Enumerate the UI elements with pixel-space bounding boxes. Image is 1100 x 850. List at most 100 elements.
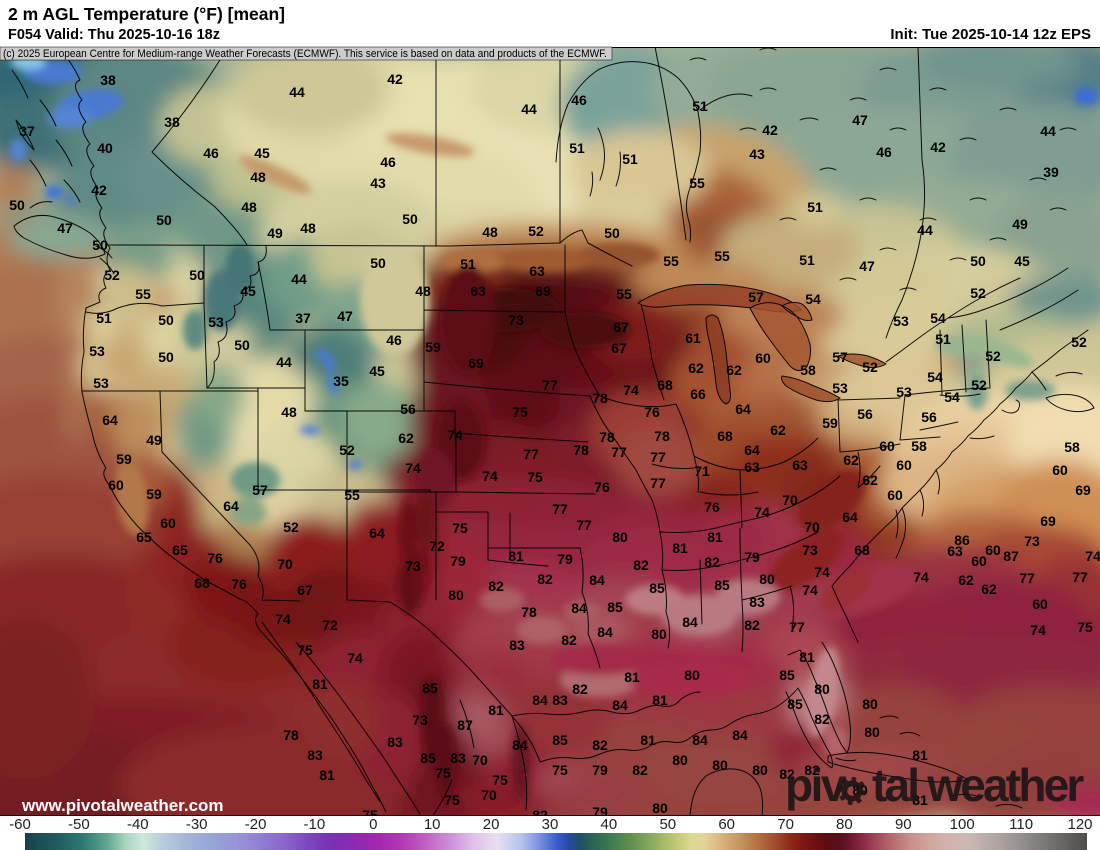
svg-text:44: 44	[521, 101, 537, 117]
svg-text:55: 55	[714, 248, 730, 264]
svg-text:82: 82	[744, 617, 760, 633]
svg-text:60: 60	[160, 515, 176, 531]
svg-text:85: 85	[779, 667, 795, 683]
svg-text:43: 43	[749, 146, 765, 162]
svg-text:59: 59	[116, 451, 132, 467]
svg-text:64: 64	[744, 442, 760, 458]
svg-text:78: 78	[592, 390, 608, 406]
svg-text:85: 85	[714, 577, 730, 593]
svg-text:54: 54	[944, 389, 960, 405]
svg-text:83: 83	[387, 734, 403, 750]
svg-text:74: 74	[814, 564, 830, 580]
svg-text:64: 64	[223, 498, 239, 514]
svg-text:81: 81	[707, 529, 723, 545]
svg-text:37: 37	[295, 310, 311, 326]
svg-text:47: 47	[859, 258, 875, 274]
svg-text:71: 71	[694, 463, 710, 479]
svg-text:74: 74	[405, 460, 421, 476]
svg-text:74: 74	[447, 427, 463, 443]
svg-text:74: 74	[1030, 622, 1046, 638]
svg-text:84: 84	[532, 692, 548, 708]
svg-text:74: 74	[1085, 548, 1100, 564]
svg-text:47: 47	[852, 112, 868, 128]
svg-text:90: 90	[895, 816, 912, 833]
svg-text:52: 52	[970, 285, 986, 301]
svg-text:52: 52	[283, 519, 299, 535]
svg-text:81: 81	[488, 702, 504, 718]
svg-text:53: 53	[208, 314, 224, 330]
svg-text:44: 44	[289, 84, 305, 100]
svg-text:55: 55	[663, 253, 679, 269]
svg-text:51: 51	[807, 199, 823, 215]
svg-text:69: 69	[468, 355, 484, 371]
svg-text:39: 39	[1043, 164, 1059, 180]
svg-text:76: 76	[231, 576, 247, 592]
svg-text:2 m AGL Temperature (°F) [mean: 2 m AGL Temperature (°F) [mean]	[8, 4, 285, 24]
svg-text:84: 84	[682, 614, 698, 630]
svg-text:68: 68	[854, 542, 870, 558]
svg-text:60: 60	[1032, 596, 1048, 612]
svg-text:51: 51	[569, 140, 585, 156]
svg-text:82: 82	[633, 557, 649, 573]
svg-text:49: 49	[1012, 216, 1028, 232]
svg-text:62: 62	[862, 472, 878, 488]
svg-text:69: 69	[1075, 482, 1091, 498]
svg-text:F054 Valid: Thu 2025-10-16 18z: F054 Valid: Thu 2025-10-16 18z	[8, 27, 220, 43]
svg-text:81: 81	[652, 692, 668, 708]
svg-text:81: 81	[312, 676, 328, 692]
svg-text:44: 44	[291, 271, 307, 287]
svg-text:42: 42	[91, 182, 107, 198]
svg-text:84: 84	[589, 572, 605, 588]
svg-text:55: 55	[344, 487, 360, 503]
svg-text:57: 57	[252, 482, 268, 498]
svg-text:52: 52	[971, 377, 987, 393]
svg-text:80: 80	[836, 816, 853, 833]
svg-text:80: 80	[814, 681, 830, 697]
svg-text:53: 53	[89, 343, 105, 359]
svg-text:48: 48	[415, 283, 431, 299]
svg-text:78: 78	[654, 428, 670, 444]
svg-text:64: 64	[369, 525, 385, 541]
svg-text:65: 65	[136, 529, 152, 545]
svg-text:77: 77	[576, 517, 592, 533]
svg-text:-10: -10	[304, 816, 326, 833]
svg-text:-30: -30	[186, 816, 208, 833]
svg-text:45: 45	[369, 363, 385, 379]
svg-text:77: 77	[650, 449, 666, 465]
svg-text:75: 75	[512, 404, 528, 420]
svg-text:82: 82	[779, 766, 795, 782]
svg-text:73: 73	[1024, 533, 1040, 549]
svg-text:75: 75	[1077, 619, 1093, 635]
svg-text:81: 81	[624, 669, 640, 685]
svg-text:50: 50	[659, 816, 676, 833]
svg-text:54: 54	[930, 310, 946, 326]
svg-text:60: 60	[1052, 462, 1068, 478]
svg-text:78: 78	[283, 727, 299, 743]
svg-text:79: 79	[450, 553, 466, 569]
svg-text:85: 85	[787, 696, 803, 712]
svg-text:52: 52	[1071, 334, 1087, 350]
svg-text:50: 50	[156, 212, 172, 228]
svg-text:53: 53	[832, 380, 848, 396]
svg-text:62: 62	[726, 362, 742, 378]
svg-text:52: 52	[985, 348, 1001, 364]
svg-text:77: 77	[650, 475, 666, 491]
svg-text:79: 79	[592, 804, 608, 820]
svg-text:64: 64	[102, 412, 118, 428]
svg-text:52: 52	[862, 359, 878, 375]
svg-text:62: 62	[398, 430, 414, 446]
svg-text:75: 75	[452, 520, 468, 536]
svg-text:85: 85	[422, 680, 438, 696]
svg-text:50: 50	[158, 349, 174, 365]
svg-text:78: 78	[599, 429, 615, 445]
svg-text:65: 65	[172, 542, 188, 558]
svg-text:70: 70	[782, 492, 798, 508]
svg-text:56: 56	[857, 406, 873, 422]
svg-text:47: 47	[57, 220, 73, 236]
svg-text:63: 63	[470, 283, 486, 299]
svg-text:120: 120	[1067, 816, 1092, 833]
svg-text:80: 80	[651, 626, 667, 642]
svg-text:51: 51	[799, 252, 815, 268]
svg-text:60: 60	[985, 542, 1001, 558]
svg-text:61: 61	[685, 330, 701, 346]
